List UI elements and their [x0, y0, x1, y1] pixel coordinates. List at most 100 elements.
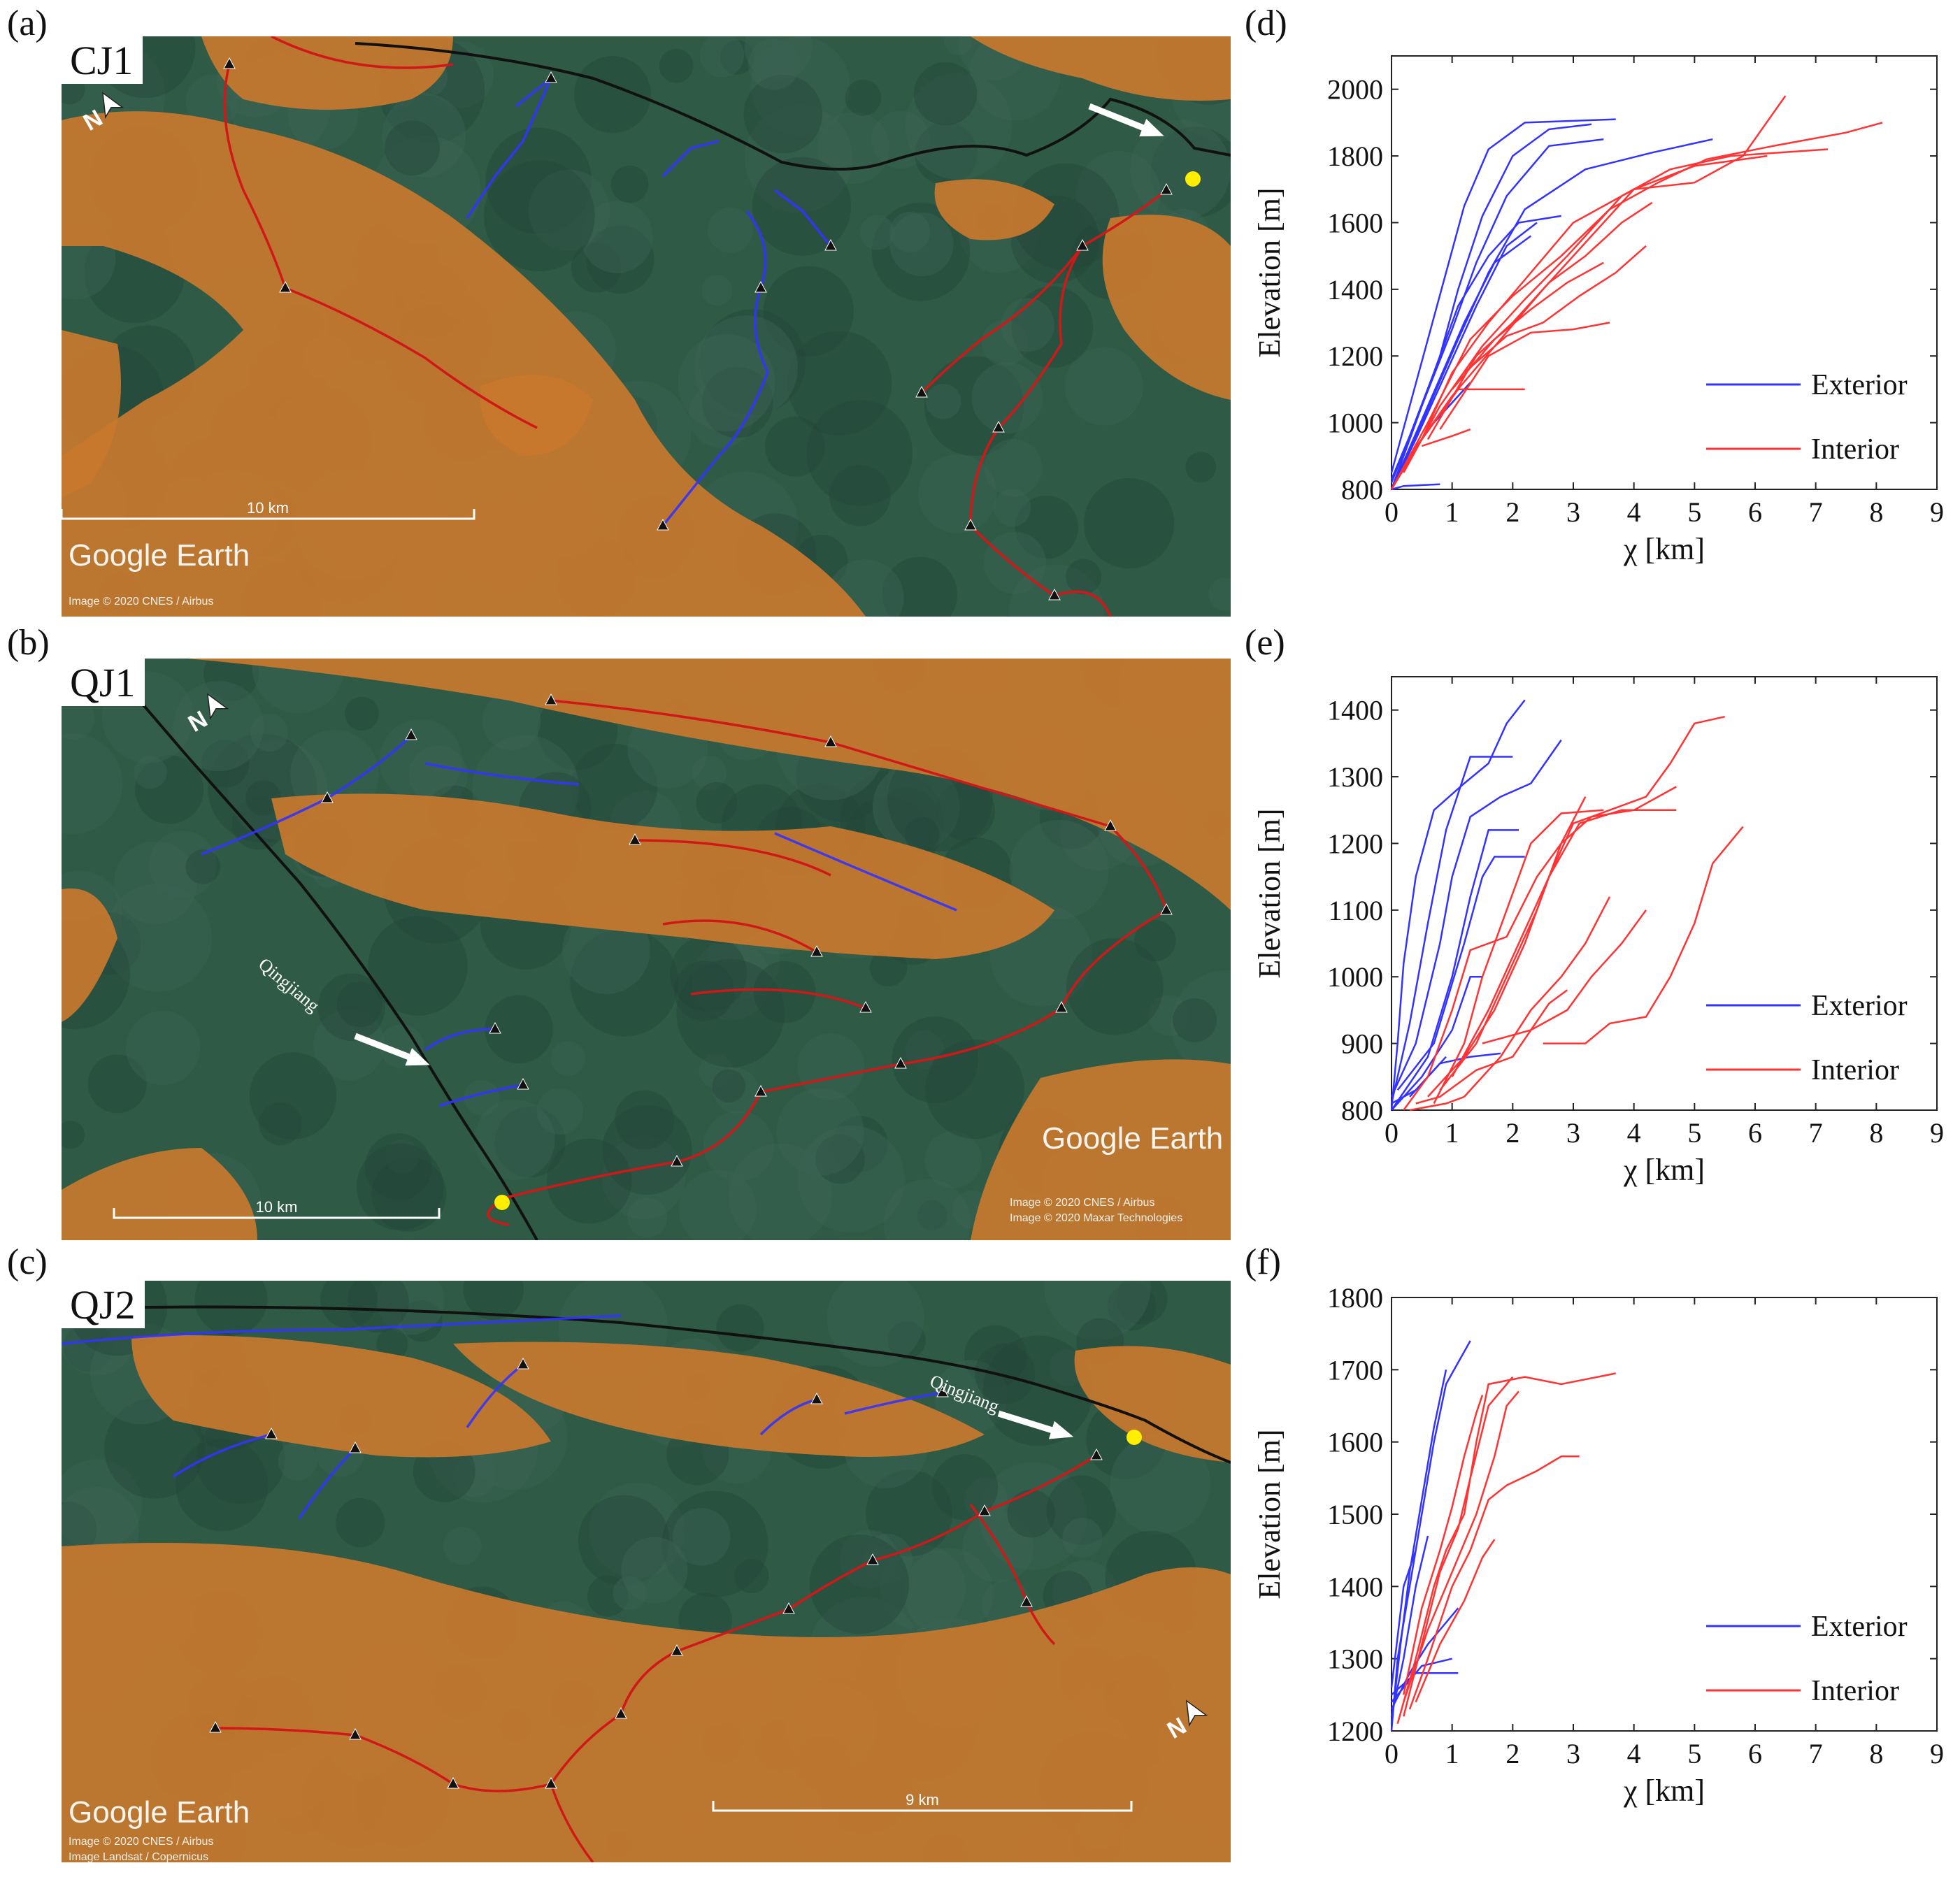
terrain-texture — [589, 1482, 685, 1579]
exterior-channel — [774, 832, 957, 912]
terrain-texture — [1083, 478, 1175, 569]
y-tick-label: 1200 — [1327, 828, 1383, 859]
terrain-texture — [933, 1360, 1008, 1434]
terrain-texture — [676, 958, 785, 1067]
terrain-texture — [379, 719, 462, 802]
terrain-texture — [716, 1304, 764, 1352]
terrain-texture — [869, 949, 908, 987]
x-tick-label: 6 — [1748, 496, 1762, 528]
terrain-texture — [536, 1088, 583, 1135]
terrain-texture — [463, 1281, 524, 1320]
terrain-texture — [482, 691, 541, 751]
trunk-river — [102, 659, 538, 1240]
x-tick-label: 7 — [1809, 1738, 1823, 1769]
x-tick-label: 3 — [1566, 496, 1580, 528]
terrain-texture — [113, 841, 197, 924]
exterior-channel — [438, 1084, 524, 1107]
terrain-texture — [103, 884, 213, 992]
interior-channel — [634, 839, 831, 877]
terrain-texture — [743, 74, 823, 154]
terrain-texture — [573, 56, 651, 134]
plateau-surface-area — [187, 659, 1231, 910]
legend-label: Exterior — [1811, 369, 1908, 401]
knickpoint-triangle-icon — [517, 1357, 529, 1369]
knickpoint-triangle-icon — [349, 1727, 362, 1740]
x-tick-label: 8 — [1869, 1738, 1883, 1769]
flow-arrow-icon — [354, 1033, 420, 1064]
knickpoint-triangle-icon — [1104, 819, 1117, 831]
exterior-profile-line — [1391, 1672, 1459, 1696]
terrain-texture — [913, 62, 978, 126]
plateau-surface-area — [62, 1543, 1231, 1862]
y-tick-label: 1400 — [1327, 274, 1383, 305]
google-earth-logo: Google Earth — [1042, 1121, 1224, 1156]
terrain-texture — [809, 1534, 910, 1634]
terrain-texture — [889, 212, 954, 277]
legend-label: Exterior — [1811, 990, 1908, 1022]
exterior-channel — [466, 1363, 524, 1428]
terrain-texture — [691, 940, 771, 1021]
x-tick-label: 2 — [1505, 1738, 1519, 1769]
terrain-texture — [678, 1170, 757, 1240]
terrain-texture — [1009, 819, 1109, 920]
terrain-texture — [571, 743, 658, 831]
terrain-texture — [815, 1134, 865, 1184]
exterior-channel — [661, 210, 769, 527]
exterior-profile-line — [1390, 138, 1713, 490]
panel-letter-c: (c) — [7, 1242, 48, 1282]
x-tick-label: 1 — [1445, 1117, 1459, 1149]
terrain-texture — [936, 781, 995, 841]
interior-profile-line — [1421, 388, 1525, 440]
terrain-texture — [659, 48, 694, 83]
site-label: QJ2 — [62, 1281, 145, 1328]
terrain-texture — [865, 1469, 953, 1557]
exterior-channel — [759, 1398, 817, 1436]
terrain-texture — [371, 1156, 447, 1232]
terrain-texture — [905, 1030, 945, 1070]
interior-profile-line — [1464, 896, 1611, 1098]
knickpoint-triangle-icon — [978, 1504, 991, 1516]
terrain-texture — [62, 1459, 143, 1551]
flow-arrow-icon — [1088, 103, 1154, 135]
exterior-profile-line — [1390, 699, 1526, 1111]
y-tick-label: 800 — [1341, 1095, 1383, 1126]
exterior-profile-line — [1396, 856, 1525, 1091]
x-tick-label: 1 — [1445, 496, 1459, 528]
exterior-channel — [466, 77, 552, 219]
terrain-texture — [752, 157, 852, 256]
terrain-texture — [905, 72, 1013, 180]
terrain-texture — [185, 849, 221, 884]
terrain-texture — [887, 1321, 926, 1360]
outlet-dot-icon — [1126, 1430, 1142, 1445]
knickpoint-triangle-icon — [489, 1021, 501, 1034]
terrain-texture — [278, 1442, 317, 1481]
plateau-surface-area — [453, 1342, 985, 1457]
terrain-texture — [776, 1088, 864, 1176]
y-axis-label: Elevation [m] — [1252, 1429, 1287, 1599]
terrain-texture — [839, 1530, 899, 1588]
exterior-profile-line — [1390, 756, 1513, 1104]
x-tick-label: 4 — [1627, 1738, 1641, 1769]
terrain-texture — [672, 1508, 731, 1566]
interior-profile-line — [1403, 1395, 1484, 1695]
exterior-profile-line — [1391, 483, 1440, 491]
interior-channel — [662, 919, 817, 954]
terrain-texture — [1046, 1475, 1116, 1545]
x-tick-label: 9 — [1930, 496, 1944, 528]
terrain-texture — [173, 681, 264, 772]
terrain-texture — [889, 211, 931, 252]
knickpoint-triangle-icon — [209, 1720, 222, 1733]
y-tick-label: 1000 — [1327, 961, 1383, 993]
terrain-texture — [1115, 1281, 1168, 1325]
interior-channel — [550, 1783, 594, 1862]
knickpoint-triangle-icon — [223, 57, 236, 69]
terrain-texture — [602, 1135, 686, 1220]
knickpoint-triangle-icon — [810, 944, 823, 957]
terrain-texture — [827, 1281, 924, 1367]
exterior-profile-line — [1391, 1056, 1447, 1105]
plateau-surface-area — [271, 793, 1054, 959]
knickpoint-triangle-icon — [824, 735, 837, 747]
terrain-texture — [627, 1198, 668, 1238]
